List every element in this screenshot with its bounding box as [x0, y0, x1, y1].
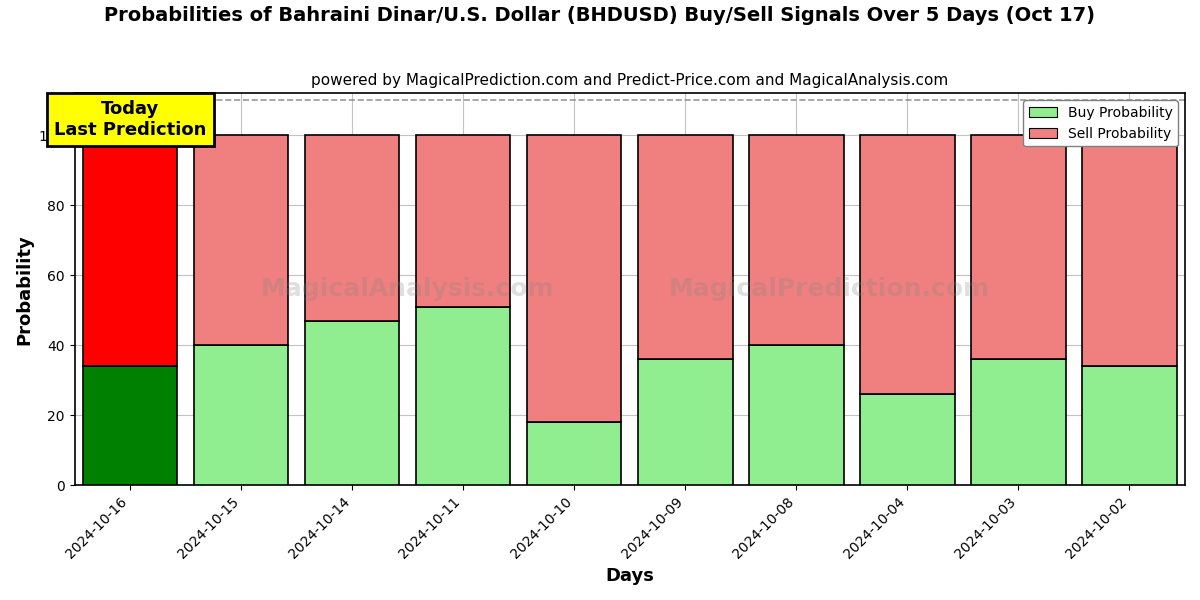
- Bar: [416, 307, 510, 485]
- Bar: [749, 136, 844, 345]
- Bar: [194, 136, 288, 345]
- Bar: [83, 366, 178, 485]
- Bar: [527, 422, 622, 485]
- Text: MagicalAnalysis.com: MagicalAnalysis.com: [260, 277, 554, 301]
- Bar: [638, 359, 732, 485]
- Title: powered by MagicalPrediction.com and Predict-Price.com and MagicalAnalysis.com: powered by MagicalPrediction.com and Pre…: [311, 73, 948, 88]
- Bar: [305, 136, 400, 321]
- Bar: [971, 136, 1066, 359]
- Bar: [305, 321, 400, 485]
- Legend: Buy Probability, Sell Probability: Buy Probability, Sell Probability: [1024, 100, 1178, 146]
- Bar: [638, 136, 732, 359]
- Bar: [860, 394, 955, 485]
- Y-axis label: Probability: Probability: [16, 234, 34, 344]
- Bar: [1082, 136, 1177, 366]
- Text: Today
Last Prediction: Today Last Prediction: [54, 100, 206, 139]
- Bar: [416, 136, 510, 307]
- Bar: [83, 136, 178, 366]
- Bar: [749, 345, 844, 485]
- Bar: [971, 359, 1066, 485]
- X-axis label: Days: Days: [605, 567, 654, 585]
- Bar: [1082, 366, 1177, 485]
- Bar: [194, 345, 288, 485]
- Text: MagicalPrediction.com: MagicalPrediction.com: [670, 277, 990, 301]
- Text: Probabilities of Bahraini Dinar/U.S. Dollar (BHDUSD) Buy/Sell Signals Over 5 Day: Probabilities of Bahraini Dinar/U.S. Dol…: [104, 6, 1096, 25]
- Bar: [527, 136, 622, 422]
- Bar: [860, 136, 955, 394]
